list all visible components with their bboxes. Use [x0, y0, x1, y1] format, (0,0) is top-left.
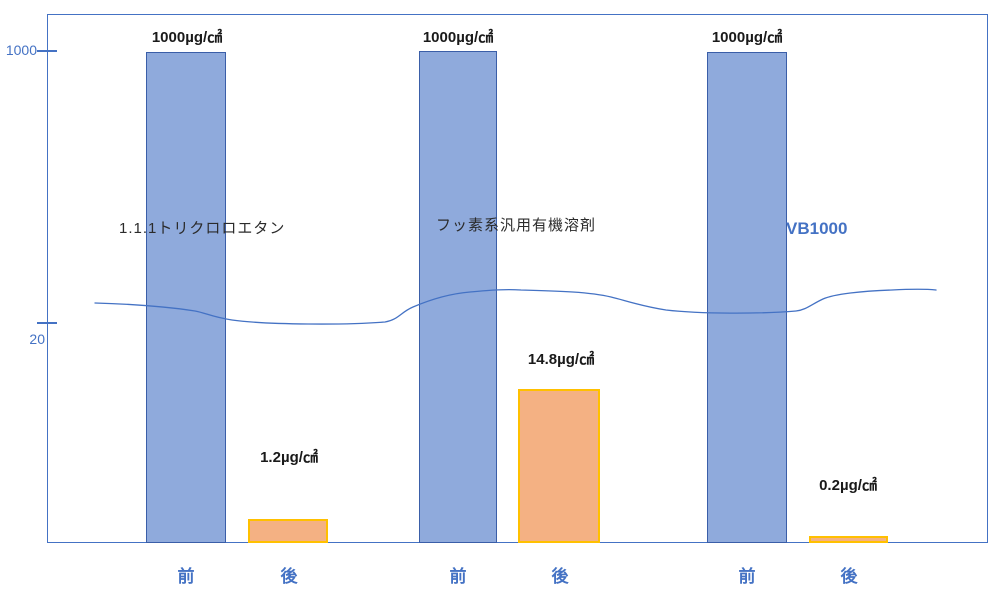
y-tick-label-1000: 1000 — [5, 42, 37, 58]
bar-group3-after — [809, 536, 888, 543]
value-label-group1-before: 1000µg/㎠ — [151, 29, 223, 46]
group-label-vb1000: VB1000 — [786, 219, 848, 238]
bar-group2-before — [419, 51, 497, 543]
group-label-fluorine-solvent: フッ素系汎用有機溶剤 — [436, 217, 597, 234]
x-label-group2-before: 前 — [449, 567, 467, 586]
x-label-group1-before: 前 — [177, 567, 195, 586]
value-label-group2-before: 1000µg/㎠ — [422, 29, 494, 46]
bar-group1-after — [248, 519, 328, 543]
value-label-group3-after: 0.2µg/㎠ — [819, 477, 877, 494]
x-label-group3-after: 後 — [840, 567, 858, 586]
x-label-group1-after: 後 — [280, 567, 298, 586]
y-tick-mark-1000 — [37, 50, 57, 52]
y-tick-label-20: 20 — [29, 331, 45, 347]
bar-group2-after — [518, 389, 600, 543]
bar-group1-before — [146, 52, 226, 543]
bar-group3-before — [707, 52, 787, 543]
value-label-group1-after: 1.2µg/㎠ — [260, 449, 318, 466]
value-label-group3-before: 1000µg/㎠ — [711, 29, 783, 46]
x-label-group3-before: 前 — [738, 567, 756, 586]
value-label-group2-after: 14.8µg/㎠ — [527, 351, 595, 368]
y-tick-mark-20 — [37, 322, 57, 324]
plot-frame — [47, 14, 988, 543]
x-label-group2-after: 後 — [551, 567, 569, 586]
group-label-trichloroethane: 1.1.1トリクロロエタン — [119, 220, 286, 237]
